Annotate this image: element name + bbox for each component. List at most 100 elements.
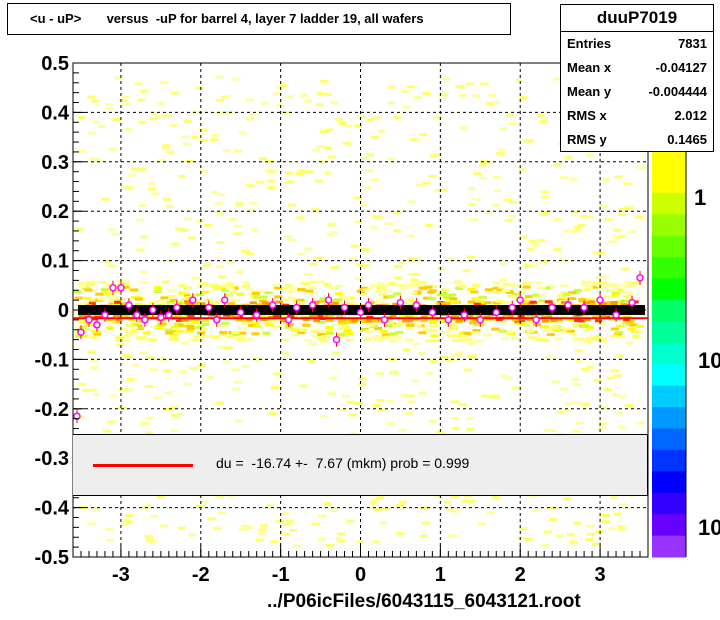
profile-point xyxy=(268,301,277,309)
colorbar-cell xyxy=(652,214,686,237)
profile-point xyxy=(324,296,333,304)
stats-label: RMS y xyxy=(567,132,607,147)
profile-point xyxy=(284,316,293,324)
y-tick-label: -0.1 xyxy=(35,349,69,371)
colorbar-cell xyxy=(652,407,686,429)
profile-point xyxy=(93,321,101,329)
stats-row-rms-x: RMS x 2.012 xyxy=(561,104,713,128)
stats-value: -0.04127 xyxy=(655,60,707,75)
colorbar-cell xyxy=(652,321,686,344)
colorbar-cell xyxy=(652,299,686,322)
profile-point xyxy=(612,311,620,319)
profile-point xyxy=(101,311,109,319)
y-tick-label: -0.4 xyxy=(35,498,70,520)
stats-label: Entries xyxy=(567,36,612,51)
colorbar-cell xyxy=(652,171,686,194)
profile-point xyxy=(476,316,485,324)
profile-point xyxy=(220,296,229,304)
profile-point xyxy=(133,311,141,319)
stats-row-mean-x: Mean x -0.04127 xyxy=(561,56,713,80)
profile-point xyxy=(380,316,389,324)
x-axis-label: ../P06icFiles/6043115_6043121.root xyxy=(267,591,581,612)
profile-point xyxy=(205,303,213,312)
colorbar-cell xyxy=(652,514,686,537)
profile-point xyxy=(428,308,437,317)
profile-point xyxy=(252,311,261,319)
colorbar-cell xyxy=(652,278,686,301)
x-tick-label: -1 xyxy=(272,564,290,586)
profile-point xyxy=(125,301,133,309)
profile-point xyxy=(580,303,588,312)
profile-point xyxy=(444,316,453,324)
y-tick-label: -0.5 xyxy=(35,547,69,569)
profile-point xyxy=(356,308,365,317)
profile-point xyxy=(117,284,125,292)
profile-point xyxy=(308,301,317,309)
colorbar-cell xyxy=(652,492,686,515)
colorbar-cell xyxy=(652,192,686,215)
stats-value: -0.004444 xyxy=(648,84,707,99)
y-tick-label: 0 xyxy=(58,300,69,322)
stats-histogram-name: duuP7019 xyxy=(561,5,713,32)
colorbar-cell xyxy=(652,364,686,387)
colorbar-cell xyxy=(652,257,686,279)
colorbar-label-10a: 10 xyxy=(698,348,720,373)
x-tick-label: -2 xyxy=(192,564,210,586)
profile-point xyxy=(149,306,157,314)
y-tick-label: 0.2 xyxy=(41,201,69,223)
chart-title: <u - uP> versus -uP for barrel 4, layer … xyxy=(7,3,511,35)
y-tick-label: -0.3 xyxy=(35,448,69,470)
profile-point xyxy=(548,303,556,312)
x-tick-label: 3 xyxy=(595,564,606,586)
colorbar-cell xyxy=(652,342,686,365)
fit-legend: du = -16.74 +- 7.67 (mkm) prob = 0.999 xyxy=(73,434,648,496)
stats-label: Mean x xyxy=(567,60,612,75)
y-tick-label: 0.1 xyxy=(41,251,69,273)
profile-point xyxy=(532,316,540,324)
profile-point xyxy=(141,316,149,324)
x-tick-label: -3 xyxy=(112,564,130,586)
colorbar-cell xyxy=(652,471,686,494)
profile-point xyxy=(628,298,636,307)
profile-point xyxy=(173,303,181,312)
color-scale xyxy=(652,150,687,558)
stats-row-entries: Entries 7831 xyxy=(561,32,713,56)
y-tick-label: -0.2 xyxy=(35,399,69,421)
profile-point xyxy=(332,335,341,344)
stats-row-mean-y: Mean y -0.004444 xyxy=(561,80,713,104)
x-tick-label: 2 xyxy=(515,564,526,586)
x-tick-label: 1 xyxy=(435,564,446,586)
profile-point xyxy=(85,316,93,324)
stats-value: 2.012 xyxy=(674,108,707,123)
profile-point xyxy=(460,311,469,319)
fit-line-swatch xyxy=(93,464,193,467)
stats-label: RMS x xyxy=(567,108,607,123)
profile-point xyxy=(636,274,644,282)
stats-label: Mean y xyxy=(567,84,612,99)
profile-markers xyxy=(73,270,648,424)
colorbar-cell xyxy=(652,150,686,172)
profile-point xyxy=(508,303,516,312)
profile-point xyxy=(109,284,117,292)
profile-point xyxy=(165,311,173,319)
profile-point xyxy=(77,328,85,336)
colorbar-label-10b: 10 xyxy=(698,515,720,540)
profile-point xyxy=(157,313,165,322)
profile-point xyxy=(73,412,81,420)
profile-point xyxy=(364,301,373,309)
fit-result-text: du = -16.74 +- 7.67 (mkm) prob = 0.999 xyxy=(216,455,470,471)
profile-point xyxy=(492,308,501,317)
profile-point xyxy=(412,301,421,309)
profile-point xyxy=(596,296,604,304)
profile-point xyxy=(189,296,197,304)
profile-point xyxy=(564,301,572,309)
y-tick-label: 0.5 xyxy=(41,53,69,75)
profile-point xyxy=(396,298,405,307)
x-tick-label: 0 xyxy=(355,564,366,586)
axes: -3 -2 -1 0 1 2 3 -0.5 -0.4 -0.3 -0.2 -0.1 0 0.1 0.2 0.3… xyxy=(35,53,641,586)
colorbar-cell xyxy=(652,235,686,258)
colorbar-cell xyxy=(652,385,686,408)
stats-value: 0.1465 xyxy=(667,132,707,147)
profile-point xyxy=(236,308,245,317)
profile-point xyxy=(516,296,524,304)
